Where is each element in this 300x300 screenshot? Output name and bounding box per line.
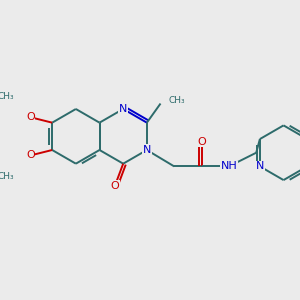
Text: N: N	[256, 161, 264, 171]
Text: NH: NH	[220, 161, 237, 171]
Text: O: O	[26, 112, 35, 122]
Text: N: N	[119, 104, 128, 114]
Text: O: O	[197, 137, 206, 147]
Text: CH₃: CH₃	[0, 92, 14, 101]
Text: O: O	[26, 151, 35, 160]
Text: O: O	[111, 181, 119, 190]
Text: CH₃: CH₃	[169, 96, 185, 105]
Text: N: N	[143, 145, 151, 155]
Text: CH₃: CH₃	[0, 172, 14, 181]
